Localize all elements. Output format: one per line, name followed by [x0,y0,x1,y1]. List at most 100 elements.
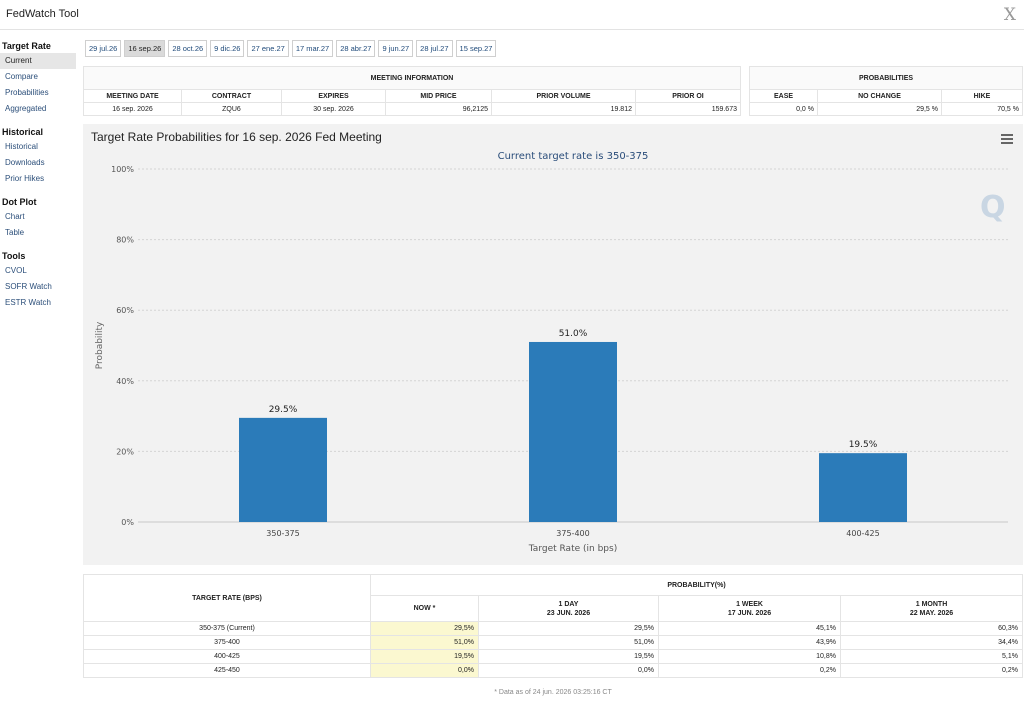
sidebar-item-historical[interactable]: Historical [5,142,38,151]
prior-volume-value: 19.812 [491,102,636,116]
probabilities-summary-table: PROBABILITIES EASE NO CHANGE HIKE 0,0 % … [749,66,1023,116]
probability-cell: 10,8% [658,649,841,664]
col-now: NOW * [370,595,479,622]
probability-cell: 34,4% [840,635,1023,650]
data-timestamp-footnote: * Data as of 24 jun. 2026 03:25:16 CT [494,689,612,696]
tab-meeting-9-dic-26[interactable]: 9 dic.26 [210,40,245,57]
probability-cell: 43,9% [658,635,841,650]
col-period-date: 22 MAY. 2026 [909,609,954,617]
tab-meeting-17-mar-27[interactable]: 17 mar.27 [291,40,334,57]
col-1-month: 1 MONTH 22 MAY. 2026 [840,595,1023,622]
sidebar-section-historical: Historical [2,127,44,137]
col-expires: EXPIRES [281,89,386,103]
sidebar-section-target-rate: Target Rate [2,41,51,51]
col-mid-price: MID PRICE [385,89,492,103]
sidebar-item-estr-watch[interactable]: ESTR Watch [5,298,51,307]
table-row: 375-400 51,0% 51,0% 43,9% 34,4% [83,635,1023,650]
sidebar-item-current[interactable]: Current [0,53,76,69]
table-row: 400-425 19,5% 19,5% 10,8% 5,1% [83,649,1023,664]
sidebar-nav: Target Rate Current Compare Probabilities Ag… [0,40,78,320]
col-prior-volume: PRIOR VOLUME [491,89,636,103]
chart-menu-icon[interactable] [1001,134,1013,144]
tab-meeting-29-jul-26[interactable]: 29 jul.26 [85,40,122,57]
probability-cell: 0,2% [658,663,841,678]
meeting-date-tabs: 29 jul.26 16 sep.26 28 oct.26 9 dic.26 27 en… [85,40,499,57]
target-rate-cell: 375-400 [83,635,371,650]
chart-subtitle: Current target rate is 350-375 [498,151,649,162]
x-tick-label: 350-375 [266,529,299,538]
col-period-label: 1 WEEK [736,600,763,608]
probability-group-header: PROBABILITY(%) [370,574,1023,596]
table-row: 425-450 0,0% 0,0% 0,2% 0,2% [83,663,1023,678]
prior-oi-value: 159.673 [635,102,741,116]
mid-price-value: 96,2125 [385,102,492,116]
col-meeting-date: MEETING DATE [83,89,182,103]
bar-350-375 [239,417,327,522]
expires-value: 30 sep. 2026 [281,102,386,116]
col-ease: EASE [749,89,818,103]
tab-meeting-16-sep-26[interactable]: 16 sep.26 [124,40,166,57]
sidebar-item-compare[interactable]: Compare [5,72,38,81]
sidebar-item-prior-hikes[interactable]: Prior Hikes [5,174,45,183]
probability-cell: 29,5% [370,621,479,636]
sidebar-item-downloads[interactable]: Downloads [5,158,45,167]
y-tick-label: 80% [116,236,134,245]
sidebar-section-tools: Tools [2,251,26,261]
probability-cell: 19,5% [478,649,659,664]
y-tick-label: 40% [116,377,134,386]
col-hike: HIKE [941,89,1023,103]
meeting-information-table: MEETING INFORMATION MEETING DATE CONTRAC… [83,66,741,116]
y-tick-label: 60% [116,306,134,315]
bar-data-label: 29.5% [269,405,298,415]
tab-meeting-27-ene-27[interactable]: 27 ene.27 [247,40,289,57]
bar-400-425 [819,453,907,522]
y-tick-label: 20% [116,447,134,456]
probability-history-table: TARGET RATE (BPS) PROBABILITY(%) NOW * 1 … [83,574,1023,678]
y-tick-label: 0% [121,518,134,527]
bar-375-400 [529,341,617,522]
probability-cell: 51,0% [478,635,659,650]
app-title: FedWatch Tool [6,8,79,20]
col-no-change: NO CHANGE [817,89,942,103]
target-rate-cell: 425-450 [83,663,371,678]
sidebar-item-table[interactable]: Table [5,228,25,237]
probability-cell: 0,0% [370,663,479,678]
sidebar-item-sofr-watch[interactable]: SOFR Watch [5,282,52,291]
probability-cell: 51,0% [370,635,479,650]
tab-meeting-28-oct-26[interactable]: 28 oct.26 [168,40,208,57]
col-target-rate: TARGET RATE (BPS) [83,574,371,622]
app-header: FedWatch Tool X [0,0,1024,30]
col-period-date: 17 JUN. 2026 [727,609,772,617]
col-prior-oi: PRIOR OI [635,89,741,103]
bar-data-label: 19.5% [849,440,878,450]
chart-title: Target Rate Probabilities for 16 sep. 20… [91,130,382,144]
hike-value: 70,5 % [941,102,1023,116]
probability-cell: 5,1% [840,649,1023,664]
meeting-info-title: MEETING INFORMATION [83,66,741,90]
probability-bar-chart: Current target rate is 350-375 Q 0% 20% 40% 6… [95,151,1008,554]
sidebar-item-chart[interactable]: Chart [5,212,25,221]
sidebar-item-cvol[interactable]: CVOL [5,266,27,275]
col-contract: CONTRACT [181,89,282,103]
x-tick-label: 375-400 [556,529,589,538]
tab-meeting-28-jul-27[interactable]: 28 jul.27 [416,40,453,57]
tab-meeting-15-sep-27[interactable]: 15 sep.27 [455,40,497,57]
q-logo-icon: Q [980,190,1006,225]
close-icon[interactable]: X [1003,5,1016,25]
col-period-label: 1 DAY [558,600,579,608]
sidebar-item-probabilities[interactable]: Probabilities [5,88,49,97]
x-axis-label: Target Rate (in bps) [528,544,617,554]
table-row: 350-375 (Current) 29,5% 29,5% 45,1% 60,3% [83,621,1023,636]
target-rate-cell: 400-425 [83,649,371,664]
no-change-value: 29,5 % [817,102,942,116]
probability-cell: 45,1% [658,621,841,636]
sidebar-item-aggregated[interactable]: Aggregated [5,104,47,113]
meeting-date-value: 16 sep. 2026 [83,102,182,116]
tab-meeting-9-jun-27[interactable]: 9 jun.27 [378,40,414,57]
col-period-date: 23 JUN. 2026 [546,609,591,617]
bar-data-label: 51.0% [559,329,588,339]
sidebar-section-dot-plot: Dot Plot [2,197,37,207]
tab-meeting-28-abr-27[interactable]: 28 abr.27 [336,40,376,57]
col-period-label: 1 MONTH [915,600,948,608]
target-rate-cell: 350-375 (Current) [83,621,371,636]
